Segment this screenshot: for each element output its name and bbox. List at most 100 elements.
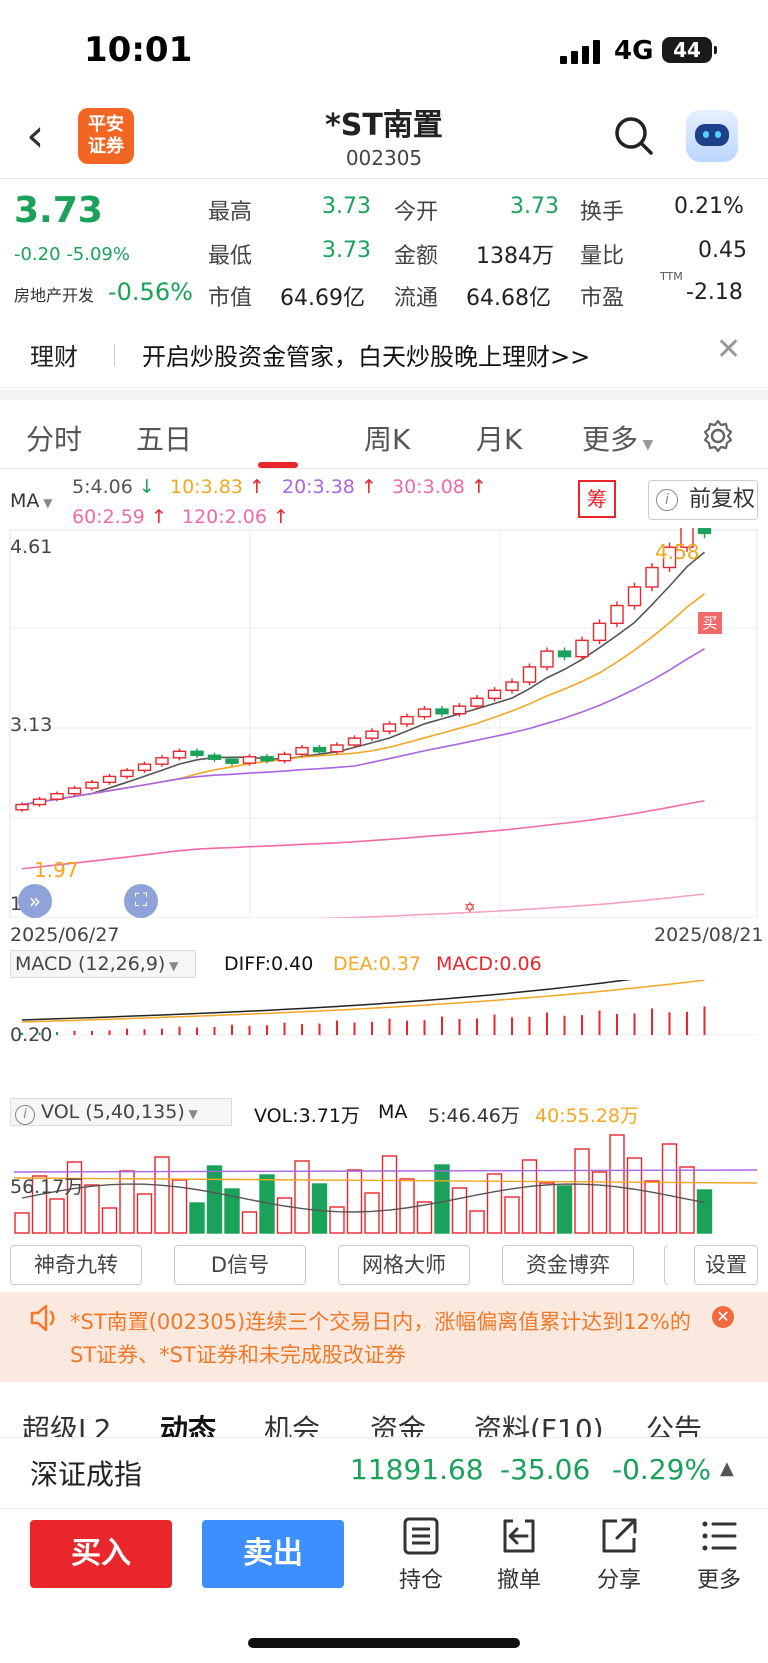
close-icon[interactable]: ✕: [716, 332, 742, 367]
tab-chance[interactable]: 机会: [264, 1413, 321, 1437]
close-icon[interactable]: ✕: [712, 1306, 734, 1328]
tab-more[interactable]: 更多 ▼: [582, 418, 653, 458]
field-value: 0.45: [698, 238, 747, 263]
finance-banner[interactable]: [0, 320, 768, 388]
cancel-order-label: 撤单: [496, 1568, 541, 1593]
tab-f10[interactable]: 资料(F10): [474, 1413, 604, 1437]
candle-body: [190, 750, 204, 756]
candle-body: [32, 798, 47, 806]
sell-button[interactable]: 卖出: [202, 1520, 344, 1588]
volume-bar: [521, 1159, 538, 1234]
field-value: 3.73: [322, 238, 371, 263]
volume-bar: [171, 1179, 188, 1234]
search-icon[interactable]: [612, 114, 656, 158]
field-value: -2.18: [686, 280, 743, 305]
cancel-order-button[interactable]: 撤单: [484, 1516, 554, 1594]
field-label: 量比: [580, 244, 625, 269]
volume-bar: [189, 1202, 205, 1234]
volume-bar: [661, 1143, 678, 1234]
candle-body: [242, 756, 257, 764]
ma-value: 20:3.38: [282, 476, 355, 498]
candle-body: [277, 753, 292, 762]
index-bar[interactable]: [0, 1437, 768, 1509]
field-value: 3.73: [322, 194, 371, 219]
tool-button-partial[interactable]: [664, 1245, 668, 1285]
candle-body: [347, 737, 362, 746]
volume-bar: [14, 1212, 30, 1234]
field-label: 最低: [208, 244, 253, 269]
assistant-robot-icon[interactable]: [686, 110, 738, 162]
sector-name[interactable]: 房地产开发: [14, 286, 95, 305]
gear-icon[interactable]: [700, 418, 736, 454]
status-time: 10:01: [84, 30, 193, 70]
signal-icon: [560, 40, 602, 64]
expand-icon[interactable]: »: [18, 884, 52, 918]
macd-selector[interactable]: MACD (12,26,9) ▼: [10, 950, 196, 978]
volume-bar: [31, 1175, 48, 1234]
ma-label[interactable]: MA ▼: [10, 490, 52, 512]
kline-chart[interactable]: [0, 528, 768, 918]
candle-body: [50, 793, 64, 800]
adjust-mode-button[interactable]: 前复权: [648, 480, 758, 520]
volume-bar: [154, 1156, 170, 1234]
stock-code: 002305: [345, 146, 423, 170]
macd-dea: DEA:0.37: [333, 953, 422, 975]
risk-notice[interactable]: [0, 1292, 768, 1382]
active-tab-indicator: [258, 462, 298, 468]
ma-item: 60:2.59 ↑: [72, 506, 167, 528]
vol-selector[interactable]: i VOL (5,40,135) ▼: [10, 1098, 232, 1126]
volume-bar: [364, 1192, 380, 1234]
banner-label: 理财: [30, 343, 78, 371]
settings-button[interactable]: 设置: [694, 1245, 758, 1285]
volume-chart: [13, 1134, 758, 1234]
candle-body: [680, 528, 694, 548]
more-button[interactable]: 更多: [684, 1516, 754, 1594]
tab-5day[interactable]: 五日: [136, 423, 193, 456]
tab-weekly-k[interactable]: 周K: [364, 423, 411, 456]
candle-body: [225, 758, 239, 764]
share-button[interactable]: 分享: [584, 1516, 654, 1594]
volume-bar: [696, 1189, 713, 1234]
volume-bar: [241, 1211, 258, 1234]
candle-body: [557, 650, 572, 658]
vol-ma-label: MA: [378, 1101, 408, 1123]
tab-monthly-k[interactable]: 月K: [476, 423, 523, 456]
volume-bar: [101, 1207, 118, 1234]
tool-button[interactable]: 网格大师: [338, 1245, 470, 1285]
tool-button[interactable]: 神奇九转: [10, 1245, 142, 1285]
event-marker-icon[interactable]: ✡: [464, 900, 476, 916]
volume-bar: [311, 1183, 328, 1234]
tab-fund[interactable]: 资金: [370, 1413, 427, 1437]
broker-logo: 平安证券: [78, 108, 134, 164]
last-price: 3.73: [14, 190, 103, 231]
tool-button[interactable]: D信号: [174, 1245, 306, 1285]
banner-text[interactable]: 开启炒股资金管家，白天炒股晚上理财>>: [142, 343, 591, 371]
field-label: 今开: [394, 200, 439, 225]
chip-distribution-button[interactable]: 筹: [578, 480, 616, 518]
buy-button[interactable]: 买入: [30, 1520, 172, 1588]
logo-text: 平安证券: [88, 114, 124, 157]
candle-body: [120, 769, 134, 778]
fullscreen-icon[interactable]: ⛶: [124, 884, 158, 918]
back-icon[interactable]: ‹: [26, 108, 45, 162]
field-value: 1384万: [476, 244, 554, 269]
candle-body: [67, 787, 82, 795]
volume-bar: [66, 1161, 83, 1234]
tab-announce[interactable]: 公告: [646, 1413, 703, 1437]
chevron-up-icon[interactable]: ▲: [720, 1458, 734, 1479]
field-label: 市值: [208, 286, 253, 311]
candle-body: [155, 757, 169, 765]
tab-news[interactable]: 动态: [160, 1413, 217, 1437]
volume-bar: [626, 1157, 643, 1234]
volume-bar: [451, 1187, 468, 1234]
vol-value: VOL:3.71万: [254, 1105, 360, 1127]
tab-intraday[interactable]: 分时: [26, 423, 83, 456]
down-arrow-icon: ↓: [138, 476, 155, 498]
tool-button[interactable]: 资金博弈: [502, 1245, 634, 1285]
volume-bar: [591, 1171, 608, 1234]
tab-l2[interactable]: 超级L2: [22, 1413, 112, 1437]
holdings-button[interactable]: 持仓: [386, 1516, 456, 1594]
candle-body: [295, 746, 309, 755]
macd-name: MACD (12,26,9): [15, 953, 166, 975]
candle-body: [260, 756, 274, 762]
